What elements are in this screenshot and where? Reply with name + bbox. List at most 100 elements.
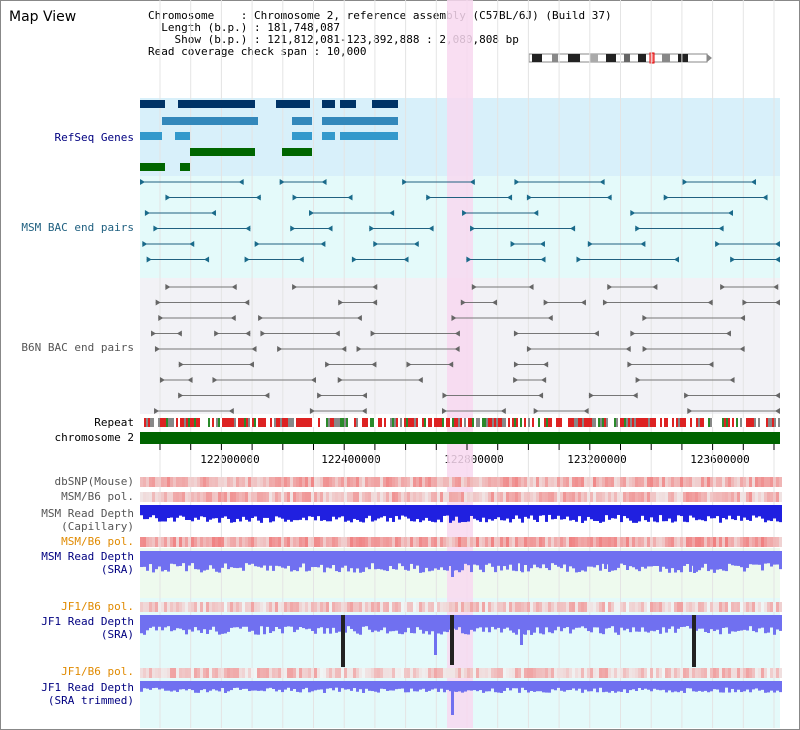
polymorphism-cell	[320, 492, 323, 502]
repeat-segment	[702, 418, 704, 427]
repeat-segment	[310, 418, 312, 427]
read-depth-bar	[140, 681, 143, 692]
read-depth-bar	[377, 615, 380, 632]
polymorphism-cell	[479, 477, 482, 487]
track-label-jf1-read-depth-sra[interactable]: JF1 Read Depth (SRA)	[41, 615, 134, 641]
repeat-segment	[630, 418, 632, 427]
polymorphism-cell	[209, 537, 212, 547]
track-label-msm-read-depth-capillary[interactable]: MSM Read Depth (Capillary)	[41, 507, 134, 533]
track-label-msm-b6-pol[interactable]: MSM/B6 pol.	[61, 490, 134, 503]
polymorphism-cell	[764, 602, 767, 612]
read-depth-bar	[389, 505, 392, 518]
read-depth-bar	[506, 551, 509, 570]
track-label-repeat[interactable]: Repeat	[94, 416, 134, 429]
read-depth-bar	[560, 615, 563, 632]
polymorphism-cell	[182, 602, 185, 612]
polymorphism-cell	[560, 492, 563, 502]
track-label-dbsnp[interactable]: dbSNP(Mouse)	[54, 475, 134, 488]
polymorphism-cell	[542, 477, 545, 487]
repeat-segment	[686, 418, 688, 427]
track-label-refseq-genes[interactable]: RefSeq Genes	[54, 131, 134, 144]
polymorphism-cell	[332, 537, 335, 547]
read-depth-bar	[464, 551, 467, 564]
read-depth-bar	[206, 505, 209, 522]
read-depth-bar	[659, 551, 662, 572]
polymorphism-cell	[632, 492, 635, 502]
polymorphism-cell	[395, 602, 398, 612]
repeat-segment	[328, 418, 330, 427]
read-depth-bar	[707, 615, 710, 634]
polymorphism-cell	[299, 537, 302, 547]
read-depth-bar	[260, 551, 263, 568]
polymorphism-cell	[623, 602, 626, 612]
polymorphism-cell	[626, 537, 629, 547]
read-depth-bar	[653, 615, 656, 632]
bac-end-marker	[298, 256, 304, 263]
read-depth-bar	[488, 615, 491, 633]
track-label-msm-read-depth-sra[interactable]: MSM Read Depth (SRA)	[41, 550, 134, 576]
read-depth-bar	[539, 681, 542, 692]
polymorphism-cell	[698, 602, 701, 612]
polymorphism-cell	[572, 602, 575, 612]
read-depth-bar	[260, 505, 263, 523]
read-depth-bar	[233, 551, 236, 568]
bac-end-marker	[466, 256, 472, 263]
bac-end-marker	[715, 241, 721, 247]
track-label-jf1-b6-pol-2[interactable]: JF1/B6 pol.	[61, 665, 134, 678]
repeat-segment	[568, 418, 570, 427]
repeat-segment	[668, 418, 670, 427]
polymorphism-cell	[593, 602, 596, 612]
polymorphism-cell	[386, 492, 389, 502]
bac-end-marker	[510, 241, 516, 247]
polymorphism-cell	[554, 668, 557, 678]
bac-end-marker	[462, 210, 468, 216]
read-depth-bar	[599, 681, 602, 688]
polymorphism-cell	[314, 477, 317, 487]
repeat-segment	[292, 418, 294, 427]
polymorphism-cell	[707, 602, 710, 612]
track-label-jf1-read-depth-trimmed[interactable]: JF1 Read Depth (SRA trimmed)	[41, 681, 134, 707]
read-depth-bar	[458, 505, 461, 523]
polymorphism-cell	[581, 602, 584, 612]
track-label-b6n-bac[interactable]: B6N BAC end pairs	[21, 341, 134, 354]
track-label-msm-b6-pol-2[interactable]: MSM/B6 pol.	[61, 535, 134, 548]
read-depth-bar	[647, 615, 650, 633]
polymorphism-cell	[443, 477, 446, 487]
bac-end-marker	[255, 194, 261, 201]
polymorphism-cell	[338, 477, 341, 487]
gene-block	[322, 100, 335, 108]
polymorphism-cell	[284, 602, 287, 612]
read-depth-bar	[392, 551, 395, 570]
read-depth-bar	[308, 615, 311, 629]
read-depth-bar	[485, 505, 488, 523]
track-label-jf1-b6-pol[interactable]: JF1/B6 pol.	[61, 600, 134, 613]
polymorphism-cell	[419, 602, 422, 612]
track-label-chromosome[interactable]: chromosome 2	[54, 431, 134, 444]
track-label-msm-bac[interactable]: MSM BAC end pairs	[21, 221, 134, 234]
polymorphism-cell	[365, 477, 368, 487]
read-depth-bar	[149, 551, 152, 565]
polymorphism-cell	[494, 537, 497, 547]
read-depth-bar	[500, 551, 503, 571]
polymorphism-cell	[491, 477, 494, 487]
polymorphism-cell	[377, 492, 380, 502]
read-depth-bar	[638, 615, 641, 632]
read-depth-bar	[443, 551, 446, 571]
polymorphism-cell	[191, 492, 194, 502]
polymorphism-cell	[158, 537, 161, 547]
bac-end-marker	[538, 392, 544, 399]
read-depth-bar	[356, 551, 359, 569]
read-depth-bar	[170, 551, 173, 564]
read-depth-bar	[707, 551, 710, 572]
read-depth-bar	[161, 551, 164, 572]
chromosome-ideogram[interactable]	[528, 52, 712, 64]
polymorphism-cell	[764, 477, 767, 487]
read-depth-bar	[422, 505, 425, 521]
polymorphism-cell	[188, 537, 191, 547]
polymorphism-cell	[314, 602, 317, 612]
polymorphism-cell	[638, 668, 641, 678]
gene-block	[340, 100, 356, 108]
read-depth-bar	[227, 505, 230, 519]
polymorphism-cell	[701, 477, 704, 487]
